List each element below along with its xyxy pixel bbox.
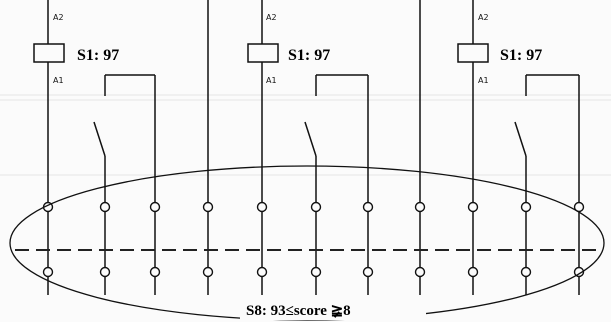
terminal-bottom-13 — [99, 266, 111, 278]
a1-label-3: A1 — [478, 76, 489, 85]
terminal-top-10 — [520, 201, 532, 213]
terminal-top-6 — [310, 201, 322, 213]
terminal-bottom-20 — [467, 266, 479, 278]
terminal-bottom-12 — [42, 266, 54, 278]
a2-label-3: A2 — [478, 13, 489, 22]
terminal-top-8 — [414, 201, 426, 213]
terminal-group — [42, 201, 585, 278]
range-label-bg — [240, 299, 426, 320]
coil-box-3 — [457, 43, 489, 63]
terminal-top-7 — [362, 201, 374, 213]
score-label-3: S1: 97 — [500, 47, 542, 64]
terminal-bottom-14 — [149, 266, 161, 278]
relay-module-2: A2 A1 S1: 97 — [247, 13, 368, 195]
terminal-bottom-18 — [362, 266, 374, 278]
terminal-bottom-22 — [573, 266, 585, 278]
terminal-top-2 — [99, 201, 111, 213]
terminal-bottom-21 — [520, 266, 532, 278]
terminal-bottom-16 — [256, 266, 268, 278]
switch-contact-1 — [93, 121, 106, 157]
score-range-label: S8: 93≤score ≩8 — [246, 303, 351, 319]
score-label-2: S1: 97 — [288, 47, 330, 64]
coil-box-2 — [247, 43, 279, 63]
a2-label-2: A2 — [266, 13, 277, 22]
terminal-bottom-15 — [202, 266, 214, 278]
score-label-1: S1: 97 — [77, 47, 119, 64]
terminal-bottom-17 — [310, 266, 322, 278]
highlight-ellipse — [9, 165, 605, 321]
a1-label-1: A1 — [53, 76, 64, 85]
terminal-top-4 — [202, 201, 214, 213]
relay-module-3: A2 A1 S1: 97 — [457, 13, 579, 195]
terminal-top-9 — [467, 201, 479, 213]
relay-module-1: A2 A1 S1: 97 — [33, 13, 155, 195]
terminal-bottom-19 — [414, 266, 426, 278]
terminal-top-3 — [149, 201, 161, 213]
coil-box-1 — [33, 43, 65, 63]
switch-contact-3 — [514, 121, 527, 157]
a2-label-1: A2 — [53, 13, 64, 22]
terminal-top-5 — [256, 201, 268, 213]
a1-label-2: A1 — [266, 76, 277, 85]
switch-contact-2 — [304, 121, 317, 157]
